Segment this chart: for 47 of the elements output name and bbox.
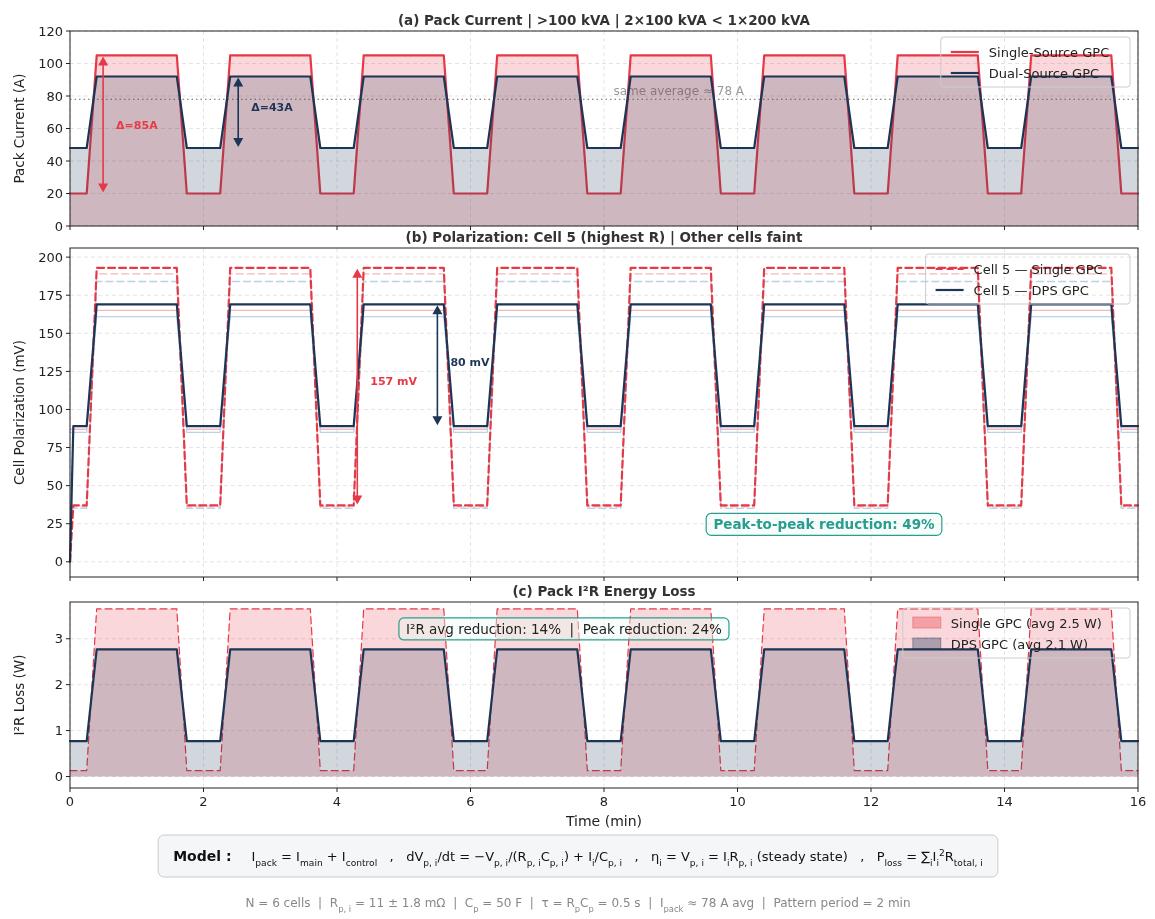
y-tick-label: 75 <box>46 440 63 456</box>
y-tick-label: 1 <box>54 723 63 739</box>
y-tick-label: 50 <box>46 478 63 494</box>
annotation: Δ=85A <box>116 118 159 132</box>
text: I$_{pack}$ = I$_{main}$ + I$_{control}$ , dV$_{p, i}$/dt = −V$_{p, i}$/(R$_{p, i}$C$_{p, i}$) + I$_{i}$/C$_{p, i}$ , η$_{i}$ = V$_{p, i}$ = I$_{i}$R$_{p, i}$ (steady state) , P$_{loss}$ = ∑$_{i}$I$_{i}$$^{2}$R$_{total, i}$ <box>251 848 983 868</box>
y-tick-label: 200 <box>38 249 63 265</box>
x-tick-label: 14 <box>996 794 1013 809</box>
y-tick-label: 0 <box>54 769 63 785</box>
annotation: 157 mV <box>370 375 418 389</box>
y-tick-label: 120 <box>38 23 63 39</box>
x-axis-title: Time (min) <box>564 813 643 829</box>
annotation: I²R avg reduction: 14% | Peak reduction: 24% <box>406 620 723 638</box>
y-tick-label: 0 <box>54 554 63 570</box>
x-tick-label: 16 <box>1129 794 1147 809</box>
y-axis-title: I²R Loss (W) <box>11 654 27 736</box>
annotation: 80 mV <box>450 355 490 369</box>
y-axis-title: Pack Current (A) <box>11 73 27 184</box>
x-tick-label: 8 <box>599 794 609 809</box>
y-tick-label: 40 <box>46 153 63 169</box>
x-tick-label: 10 <box>729 794 746 809</box>
legend-label: Cell 5 — DPS GPC <box>973 282 1089 298</box>
x-tick-label: 0 <box>65 794 75 809</box>
y-tick-label: 150 <box>38 325 63 341</box>
x-tick-label: 12 <box>862 794 880 809</box>
legend-label: Single GPC (avg 2.5 W) <box>950 615 1102 631</box>
annotation: Peak-to-peak reduction: 49% <box>713 516 936 533</box>
y-tick-label: 125 <box>38 363 63 379</box>
y-tick-label: 100 <box>38 401 63 417</box>
y-tick-label: 25 <box>46 516 63 532</box>
text: N = 6 cells | R$_{p, i}$ = 11 ± 1.8 mΩ | C$_{p}$ = 50 F | τ = R$_{p}$C$_{p}$ = 0.5 s | I$_{pack}$ ≈ 78 A avg | Pattern period = 2 min <box>245 896 911 914</box>
annotation: Δ=43A <box>251 101 294 115</box>
y-tick-label: 100 <box>38 56 63 71</box>
y-tick-label: 20 <box>46 186 63 201</box>
x-tick-label: 4 <box>332 794 342 809</box>
y-tick-label: 2 <box>54 677 63 693</box>
text: Model : <box>173 848 232 864</box>
chart-title: (c) Pack I²R Energy Loss <box>512 583 696 599</box>
y-tick-label: 80 <box>46 88 63 104</box>
x-tick-label: 6 <box>466 794 475 809</box>
y-tick-label: 175 <box>38 287 63 303</box>
y-tick-label: 0 <box>54 218 63 234</box>
y-tick-label: 60 <box>46 121 63 136</box>
y-axis-title: Cell Polarization (mV) <box>11 339 27 486</box>
chart-title: (b) Polarization: Cell 5 (highest R) | Other cells faint <box>405 229 803 246</box>
y-tick-label: 3 <box>54 631 63 647</box>
x-tick-label: 2 <box>199 794 208 809</box>
chart-title: (a) Pack Current | >100 kVA | 2×100 kVA < 1×200 kVA <box>397 12 811 29</box>
